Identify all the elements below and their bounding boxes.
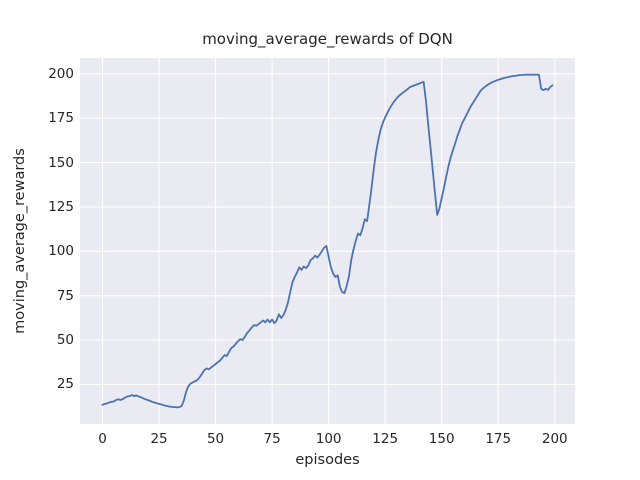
x-tick-label: 200 xyxy=(541,431,568,447)
chart-title: moving_average_rewards of DQN xyxy=(202,30,453,48)
y-tick-label: 100 xyxy=(48,243,74,260)
y-tick-label: 175 xyxy=(48,110,74,127)
x-axis-label: episodes xyxy=(295,452,360,468)
y-tick-label: 150 xyxy=(48,154,74,171)
data-series-line xyxy=(101,73,554,409)
y-tick-label: 200 xyxy=(48,65,74,82)
y-tick-label: 25 xyxy=(56,376,74,393)
y-tick-label: 125 xyxy=(48,198,74,215)
y-tick-label: 50 xyxy=(56,332,74,349)
y-tick-label: 75 xyxy=(56,287,74,304)
x-tick-label: 125 xyxy=(372,431,399,447)
y-axis-label: moving_average_rewards xyxy=(12,148,28,334)
x-tick-label: 100 xyxy=(315,431,342,447)
x-tick-label: 25 xyxy=(150,431,168,447)
x-tick-label: 50 xyxy=(206,431,225,447)
x-tick-label: 150 xyxy=(428,431,455,447)
line-chart xyxy=(80,58,575,424)
plot-area xyxy=(80,58,575,424)
x-tick-label: 0 xyxy=(98,431,107,447)
x-tick-label: 175 xyxy=(485,431,512,447)
x-tick-label: 75 xyxy=(263,431,281,447)
